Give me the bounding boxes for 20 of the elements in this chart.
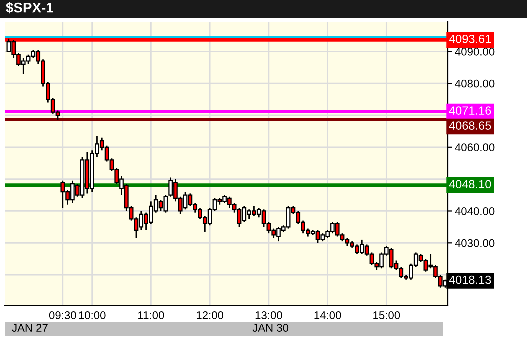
x-tick-label: 13:00 [256, 312, 282, 320]
text: JAN 27 [12, 324, 48, 332]
y-tick-label: 4040.00 [455, 208, 495, 216]
y-tick-label: 4090.00 [455, 48, 495, 56]
y-tick-label: 4060.00 [455, 144, 495, 152]
ref-line-label: 4093.61 [449, 34, 492, 44]
ref-line-label: 4068.65 [449, 122, 492, 130]
y-tick-label: 4030.00 [455, 239, 495, 248]
x-tick-label: 09:30 [49, 312, 76, 320]
x-tick-label: 14:00 [314, 312, 342, 320]
x-tick-label: 15:00 [374, 312, 400, 320]
text: JAN 30 [252, 324, 289, 332]
x-tick-label: 10:00 [79, 312, 106, 320]
y-tick-label: 4080.00 [455, 80, 495, 88]
x-tick-label: 12:00 [197, 312, 224, 320]
chart-title: $SPX-1 [6, 2, 54, 14]
ref-line-label: 4071.16 [449, 106, 492, 115]
text: 4018.13 [449, 276, 492, 284]
x-tick-label: 11:00 [138, 312, 164, 320]
ref-line-label: 4048.10 [449, 180, 492, 189]
